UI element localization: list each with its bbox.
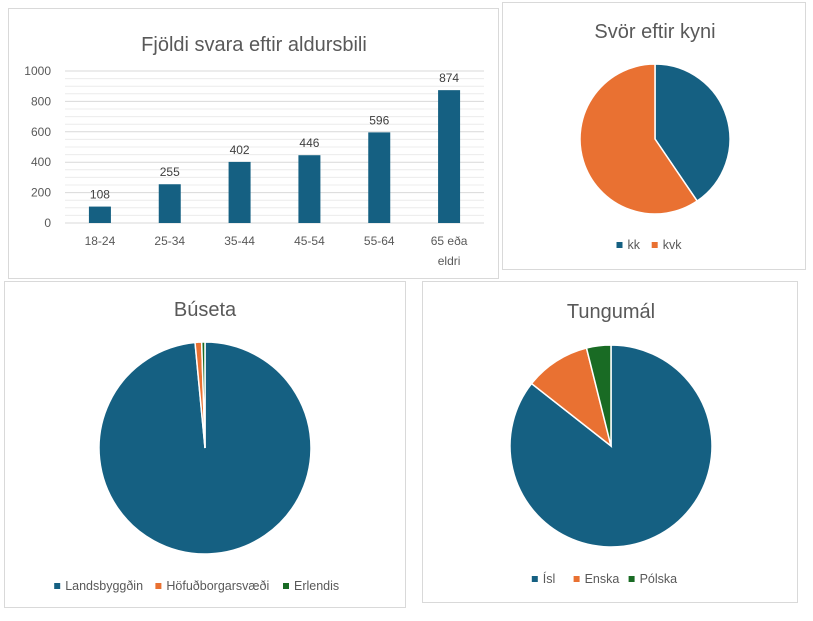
legend-label: kk — [628, 238, 641, 252]
pie-chart-gender: Svör eftir kyni kk kvk — [502, 2, 806, 270]
y-tick-label: 1000 — [24, 64, 51, 78]
legend-swatch — [628, 576, 635, 582]
x-tick-label: 65 eða eldri — [431, 234, 468, 268]
data-label: 446 — [299, 136, 319, 150]
bar-chart-age: Fjöldi svara eftir aldursbili 0 200 400 600… — [8, 8, 499, 279]
legend-label: Erlendis — [294, 579, 339, 593]
y-tick-label: 0 — [44, 216, 51, 230]
legend-label: Ísl — [543, 571, 556, 586]
y-tick-label: 400 — [31, 155, 51, 169]
pie-slice — [200, 341, 206, 449]
bar-chart-svg: Fjöldi svara eftir aldursbili 0 200 400 600… — [24, 34, 484, 268]
legend: Landsbyggðin Höfuðborgarsvæði Erlendis — [54, 579, 339, 593]
legend-swatch — [283, 583, 289, 589]
legend-swatch — [531, 576, 538, 582]
pie-chart-svg: Tungumál Ísl Enska Pólska — [509, 301, 713, 586]
legend-label: Enska — [585, 572, 620, 586]
bar — [368, 132, 391, 223]
pie-chart-residence: Búseta Landsbyggðin Höfuðborgarsvæði Erlen… — [4, 281, 406, 608]
chart-title: Fjöldi svara eftir aldursbili — [141, 34, 367, 56]
bar — [438, 90, 461, 223]
bar — [158, 184, 181, 223]
legend-swatch — [651, 242, 658, 248]
bar — [298, 155, 321, 223]
pie-slice — [579, 63, 699, 215]
pie-chart-language: Tungumál Ísl Enska Pólska — [422, 281, 798, 603]
legend-swatch — [54, 583, 61, 589]
y-tick-label: 600 — [31, 125, 51, 139]
pie-chart-svg: Svör eftir kyni kk kvk — [579, 21, 731, 252]
x-tick-label: 35-44 — [224, 234, 255, 248]
chart-title: Búseta — [174, 299, 237, 321]
pie-slice — [585, 344, 612, 447]
data-label: 874 — [439, 71, 459, 85]
x-tick-label: 45-54 — [294, 234, 325, 248]
y-tick-label: 200 — [31, 186, 51, 200]
bar — [88, 206, 111, 223]
legend-swatch — [616, 242, 623, 248]
data-label: 255 — [160, 165, 180, 179]
legend: Ísl Enska Pólska — [531, 571, 678, 586]
legend: kk kvk — [616, 238, 683, 252]
data-label: 108 — [90, 188, 110, 202]
pie-chart-svg: Búseta Landsbyggðin Höfuðborgarsvæði Erlen… — [54, 299, 339, 593]
pie-slice — [654, 63, 731, 203]
legend-label: Landsbyggðin — [65, 579, 143, 593]
x-tick-label: 55-64 — [364, 234, 395, 248]
legend-label: Höfuðborgarsvæði — [166, 579, 269, 593]
bar — [228, 161, 251, 223]
chart-title: Svör eftir kyni — [594, 21, 715, 43]
legend-swatch — [155, 583, 162, 589]
x-tick-label: 18-24 — [85, 234, 116, 248]
y-tick-label: 800 — [31, 94, 51, 108]
data-label: 596 — [369, 113, 389, 127]
chart-title: Tungumál — [567, 301, 655, 323]
x-tick-label: 25-34 — [154, 234, 185, 248]
legend-swatch — [573, 576, 580, 582]
legend-label: Pólska — [640, 572, 678, 586]
legend-label: kvk — [663, 238, 683, 252]
data-label: 402 — [230, 143, 250, 157]
